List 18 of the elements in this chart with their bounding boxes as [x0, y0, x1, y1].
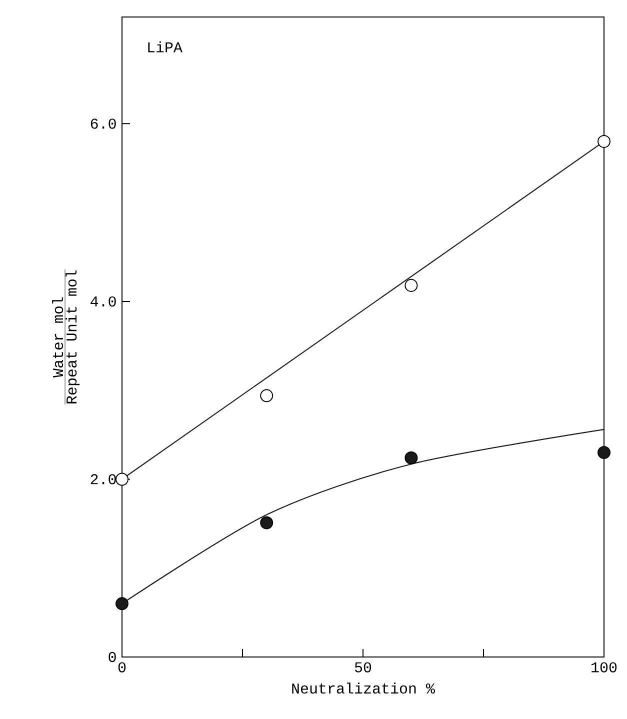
point — [260, 389, 274, 402]
y-tick-label: 2.0 — [90, 474, 116, 484]
point — [116, 472, 128, 486]
point — [404, 278, 418, 292]
point — [598, 446, 611, 460]
x-axis-title: Neutralization % — [292, 682, 435, 694]
y-tick-label: 6.0 — [90, 118, 116, 129]
annotation: LiPA — [148, 41, 182, 52]
y-tick-label: 0 — [108, 652, 116, 662]
point — [116, 597, 128, 610]
point — [404, 451, 418, 464]
x-tick-label: 0 — [118, 662, 126, 672]
y-axis-title: $\frac{\mbox{Water mol}}{\mbox{Repeat Unit mol}}$ — [52, 269, 80, 405]
point — [598, 134, 611, 148]
x-tick-label: 50 — [354, 662, 372, 672]
y-tick-label: 4.0 — [90, 296, 116, 307]
x-tick-label: 100 — [592, 662, 617, 672]
point — [260, 516, 274, 530]
